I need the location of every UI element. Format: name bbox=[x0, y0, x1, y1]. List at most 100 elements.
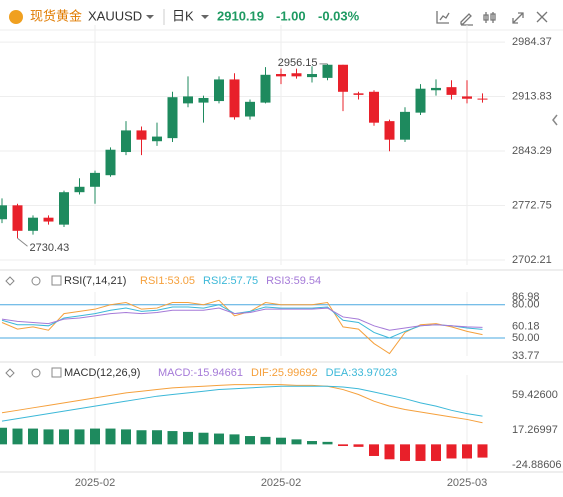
histogram-bar bbox=[462, 444, 472, 459]
histogram-bar bbox=[245, 436, 255, 445]
y-tick-label: 59.42600 bbox=[512, 389, 558, 401]
price: 2910.19 bbox=[217, 8, 264, 23]
line-series bbox=[1, 304, 483, 339]
histogram-bar bbox=[477, 444, 488, 458]
candle-body bbox=[384, 121, 395, 140]
y-tick-label: 17.26997 bbox=[512, 424, 558, 436]
histogram-bar bbox=[0, 427, 7, 445]
candle-body bbox=[59, 192, 69, 225]
candle-body bbox=[121, 130, 131, 153]
histogram-bar bbox=[276, 437, 286, 445]
histogram-bar bbox=[43, 429, 54, 445]
candle-body bbox=[400, 111, 410, 140]
candle-body bbox=[105, 149, 116, 176]
candle-body bbox=[276, 74, 286, 77]
icon-fullscreen[interactable] bbox=[512, 12, 524, 24]
histogram-bar bbox=[136, 430, 147, 445]
histogram-bar bbox=[12, 428, 23, 445]
rsi-title: RSI(7,14,21) bbox=[64, 275, 126, 287]
histogram-bar bbox=[74, 429, 85, 445]
legend-entry: RSI2:57.75 bbox=[203, 275, 258, 287]
candle-body bbox=[167, 97, 178, 139]
candle-body bbox=[152, 136, 162, 142]
candle-body bbox=[245, 101, 255, 117]
y-tick-label: 80.00 bbox=[512, 299, 540, 311]
histogram-bar bbox=[260, 436, 271, 445]
histogram-bar bbox=[90, 428, 100, 445]
line-series bbox=[1, 384, 483, 424]
dropdown-arrow[interactable] bbox=[146, 15, 154, 19]
x-tick-label: 2025-02 bbox=[75, 477, 115, 489]
y-tick-label: 2913.83 bbox=[512, 90, 552, 102]
dropdown-arrow[interactable] bbox=[201, 15, 209, 19]
histogram-bar bbox=[229, 434, 240, 445]
candle-body bbox=[28, 217, 38, 231]
histogram-bar bbox=[384, 444, 395, 460]
macd-header bbox=[5, 367, 62, 378]
histogram-bar bbox=[183, 431, 193, 445]
low-marker bbox=[17, 237, 28, 247]
icon-candle[interactable] bbox=[483, 12, 496, 23]
histogram-bar bbox=[400, 444, 410, 461]
candle-body bbox=[74, 186, 85, 193]
candle-body bbox=[477, 98, 488, 100]
candle-body bbox=[338, 64, 348, 92]
icon-settings[interactable] bbox=[31, 368, 41, 378]
x-tick-label: 2025-02 bbox=[261, 477, 301, 489]
change: -1.00 bbox=[276, 8, 306, 23]
legend-entry: DEA:33.97023 bbox=[326, 367, 398, 379]
icon-settings[interactable] bbox=[31, 276, 41, 286]
y-tick-label: -24.88606 bbox=[512, 459, 562, 471]
histogram-bar bbox=[167, 431, 178, 445]
histogram-bar bbox=[291, 439, 302, 445]
legend-entry: MACD:-15.94661 bbox=[158, 367, 243, 379]
candle-body bbox=[322, 64, 333, 78]
histogram-bar bbox=[105, 428, 116, 445]
line-series bbox=[1, 299, 483, 355]
line-series bbox=[1, 385, 483, 422]
candle-body bbox=[198, 97, 209, 103]
histogram-bar bbox=[307, 441, 317, 445]
y-tick-label: 33.77 bbox=[512, 350, 540, 362]
logo-text: 现货黄金 bbox=[30, 8, 82, 23]
histogram-bar bbox=[369, 444, 379, 456]
candle-body bbox=[183, 96, 193, 104]
y-tick-label: 2772.75 bbox=[512, 199, 552, 211]
histogram-bar bbox=[214, 433, 224, 445]
histogram-bar bbox=[28, 428, 38, 445]
candle-body bbox=[260, 74, 271, 103]
candle-body bbox=[369, 91, 379, 123]
histogram-bar bbox=[59, 429, 69, 445]
candle-body bbox=[214, 79, 224, 102]
period[interactable]: 日K bbox=[172, 8, 194, 23]
y-tick-label: 50.00 bbox=[512, 332, 540, 344]
histogram-bar bbox=[353, 444, 364, 447]
candle-body bbox=[12, 205, 23, 231]
y-tick-label: 2702.21 bbox=[512, 254, 552, 266]
histogram-bar bbox=[322, 441, 333, 445]
candle-body bbox=[462, 96, 472, 99]
histogram-bar bbox=[338, 444, 348, 447]
icon-hide[interactable] bbox=[5, 276, 15, 286]
candle-body bbox=[291, 73, 302, 77]
icon-box[interactable] bbox=[51, 367, 62, 378]
y-tick-label: 60.18 bbox=[512, 321, 540, 333]
macd-title: MACD(12,26,9) bbox=[64, 367, 140, 379]
icon-close[interactable] bbox=[536, 11, 548, 23]
candle-body bbox=[446, 87, 457, 95]
icon-indicator[interactable] bbox=[436, 11, 450, 24]
legend-entry: DIF:25.99692 bbox=[251, 367, 318, 379]
symbol[interactable]: XAUUSD bbox=[88, 8, 142, 23]
candle-body bbox=[415, 88, 426, 113]
scroll-arrow[interactable] bbox=[552, 114, 558, 126]
histogram-bar bbox=[198, 432, 209, 445]
icon-box[interactable] bbox=[51, 275, 62, 286]
change-pct: -0.03% bbox=[318, 8, 360, 23]
rsi-header bbox=[5, 275, 62, 286]
candle-body bbox=[229, 79, 240, 118]
legend-entry: RSI1:53.05 bbox=[140, 275, 195, 287]
histogram-bar bbox=[431, 444, 441, 461]
icon-hide[interactable] bbox=[5, 368, 15, 378]
